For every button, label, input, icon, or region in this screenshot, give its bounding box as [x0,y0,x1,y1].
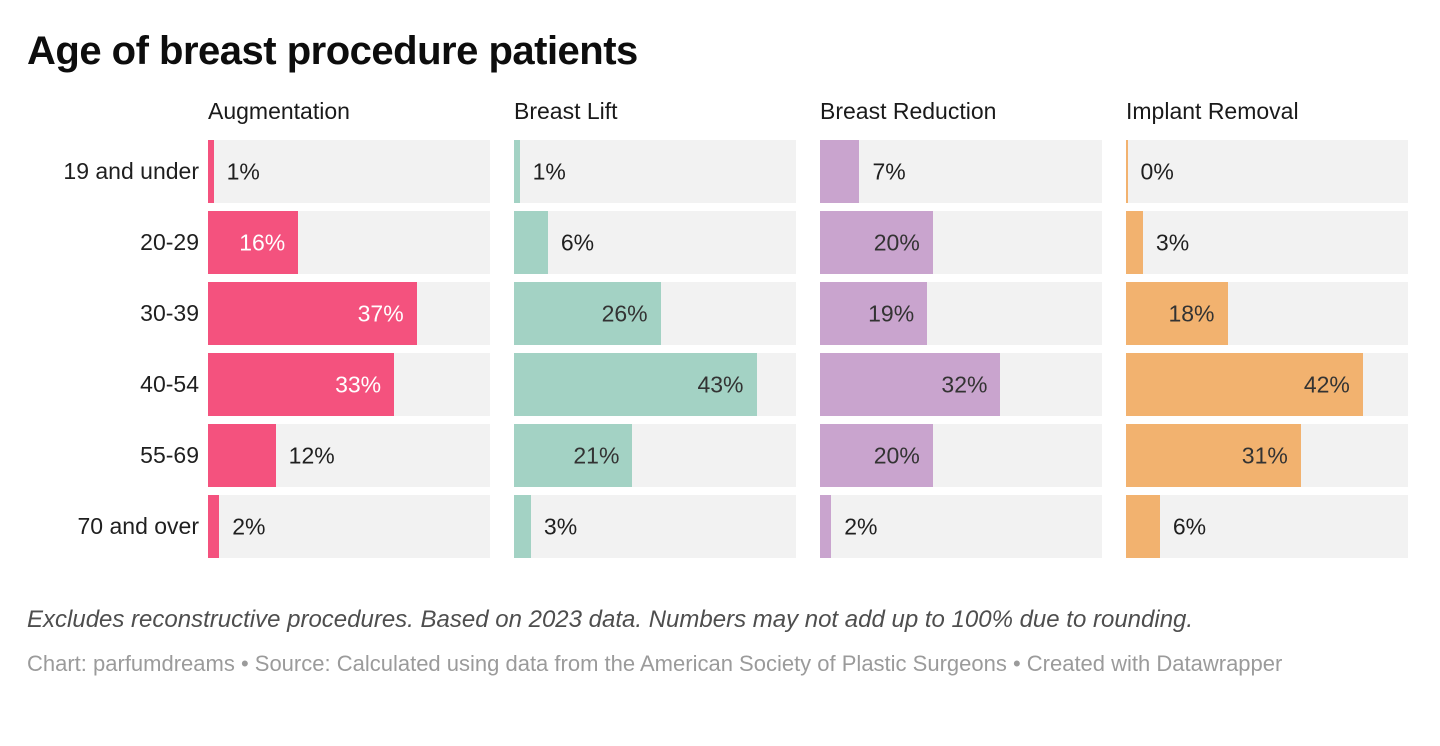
bar-track: 16% [208,211,490,274]
bar [208,495,220,558]
series-header-row: Augmentation Breast Lift Breast Reduction I… [27,98,1408,124]
bar-value-label: 19% [868,300,915,326]
row-label: 19 and under [63,158,199,184]
bar [820,495,832,558]
bar-track: 12% [208,424,490,487]
chart-row-30-39: 30-39 37% 26% 19% 18% [27,282,1408,345]
bar [820,140,860,203]
bar-value-label: 3% [543,513,578,539]
bar-value-label: 43% [697,371,744,397]
bar [514,211,548,274]
bar [208,424,276,487]
bar-value-label: 2% [232,513,266,539]
bar-value-label: 3% [1155,229,1190,255]
bar [1126,211,1143,274]
bar-track: 33% [208,353,490,416]
bar [820,353,1001,416]
bar [208,353,395,416]
bar-track: 20% [820,424,1102,487]
row-label: 70 and over [77,513,199,539]
row-label: 55-69 [140,442,199,468]
bar-value-label: 7% [872,158,906,184]
bar-track: 1% [208,140,490,203]
series-header-breast-reduction: Breast Reduction [820,98,997,124]
bar [1126,140,1128,203]
bar-value-label: 2% [844,513,878,539]
bar-track: 42% [1126,353,1408,416]
bar-track: 20% [820,211,1102,274]
series-header-breast-lift: Breast Lift [514,98,618,124]
bar-track: 7% [820,140,1102,203]
bar-value-label: 0% [1140,158,1174,184]
bar-track: 3% [514,495,796,558]
bar [1126,282,1228,345]
bar-track: 3% [1126,211,1408,274]
bar-track: 19% [820,282,1102,345]
bar [820,282,928,345]
bar-value-label: 26% [601,300,648,326]
chart-credits: Chart: parfumdreams • Source: Calculated… [27,651,1283,676]
bar-value-label: 18% [1168,300,1215,326]
bar-track: 26% [514,282,796,345]
bar [514,140,520,203]
bar-track: 43% [514,353,796,416]
bar-value-label: 20% [873,442,920,468]
bar-value-label: 32% [941,371,988,397]
series-header-augmentation: Augmentation [208,98,350,124]
bar-value-label: 16% [239,229,286,255]
bar-track: 21% [514,424,796,487]
bar-track: 31% [1126,424,1408,487]
bar-value-label: 6% [560,229,595,255]
bar-value-label: 1% [532,158,566,184]
chart-notes: Excludes reconstructive procedures. Base… [27,606,1194,633]
bar-track: 18% [1126,282,1408,345]
row-label: 20-29 [140,229,199,255]
bar-value-label: 42% [1303,371,1350,397]
row-label: 30-39 [140,300,199,326]
chart-row-55-69: 55-69 12% 21% 20% 31% [27,424,1408,487]
bar-value-label: 12% [288,442,335,468]
bar [514,353,757,416]
bar-value-label: 21% [573,442,620,468]
bar-track: 2% [820,495,1102,558]
bar [208,140,214,203]
bar-track: 6% [1126,495,1408,558]
bar-value-label: 20% [873,229,920,255]
series-header-implant-removal: Implant Removal [1126,98,1299,124]
bar [514,424,633,487]
bar-value-label: 37% [357,300,404,326]
bar [514,282,661,345]
bar-track: 0% [1126,140,1408,203]
chart-rows: 19 and under 1% 1% 7% 0% 20-29 16% 6% 20% 3% 30-39… [27,140,1408,558]
bar [820,424,933,487]
bar [514,495,531,558]
bar [1126,424,1301,487]
bar [1126,495,1160,558]
chart-row-19-and-under: 19 and under 1% 1% 7% 0% [27,140,1408,203]
bar-track: 2% [208,495,490,558]
chart-title: Age of breast procedure patients [27,29,638,73]
bar [1126,353,1363,416]
bar [208,282,417,345]
bar [820,211,933,274]
bar [208,211,299,274]
bar-value-label: 6% [1172,513,1207,539]
bar-value-label: 1% [226,158,260,184]
bar-track: 1% [514,140,796,203]
row-label: 40-54 [140,371,199,397]
bar-track: 6% [514,211,796,274]
chart-row-70-and-over: 70 and over 2% 3% 2% 6% [27,495,1408,558]
bar-value-label: 31% [1241,442,1288,468]
bar-value-label: 33% [335,371,382,397]
chart-row-20-29: 20-29 16% 6% 20% 3% [27,211,1408,274]
bar-track: 37% [208,282,490,345]
chart-row-40-54: 40-54 33% 43% 32% 42% [27,353,1408,416]
bar-track: 32% [820,353,1102,416]
